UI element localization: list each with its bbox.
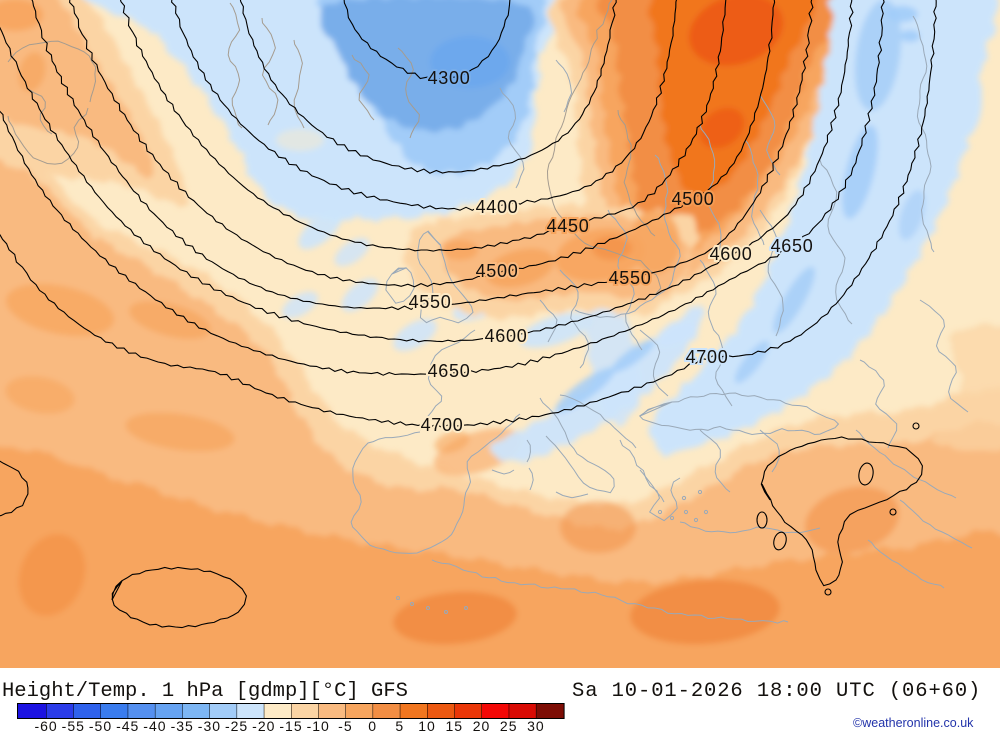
svg-text:-15: -15: [279, 718, 302, 733]
svg-text:4300: 4300: [428, 68, 471, 88]
svg-text:4650: 4650: [771, 236, 814, 256]
svg-text:-60: -60: [34, 718, 57, 733]
svg-text:4550: 4550: [609, 268, 652, 288]
svg-text:Height/Temp. 1 hPa [gdmp][°C]: Height/Temp. 1 hPa [gdmp][°C] GFS: [2, 680, 408, 703]
svg-text:-55: -55: [62, 718, 85, 733]
svg-text:-50: -50: [89, 718, 112, 733]
svg-text:4500: 4500: [476, 261, 519, 281]
svg-text:4550: 4550: [409, 292, 452, 312]
svg-text:0: 0: [368, 718, 377, 733]
svg-text:Sa 10-01-2026 18:00 UTC (06+60: Sa 10-01-2026 18:00 UTC (06+60): [572, 680, 981, 703]
svg-text:©weatheronline.co.uk: ©weatheronline.co.uk: [853, 716, 974, 730]
svg-text:10: 10: [418, 718, 436, 733]
svg-text:30: 30: [527, 718, 545, 733]
svg-text:5: 5: [395, 718, 404, 733]
svg-text:-20: -20: [252, 718, 275, 733]
svg-text:4600: 4600: [710, 244, 753, 264]
svg-text:-5: -5: [338, 718, 352, 733]
svg-text:-10: -10: [307, 718, 330, 733]
svg-text:-45: -45: [116, 718, 139, 733]
svg-text:4650: 4650: [428, 361, 471, 381]
svg-text:4500: 4500: [672, 189, 715, 209]
svg-text:4700: 4700: [421, 415, 464, 435]
svg-text:4450: 4450: [547, 216, 590, 236]
svg-text:4600: 4600: [485, 326, 528, 346]
svg-text:4700: 4700: [686, 347, 729, 367]
svg-text:15: 15: [446, 718, 464, 733]
svg-text:-40: -40: [143, 718, 166, 733]
svg-text:-35: -35: [171, 718, 194, 733]
svg-text:4400: 4400: [476, 197, 519, 217]
svg-text:-30: -30: [198, 718, 221, 733]
svg-text:-25: -25: [225, 718, 248, 733]
svg-text:20: 20: [473, 718, 491, 733]
svg-text:25: 25: [500, 718, 518, 733]
